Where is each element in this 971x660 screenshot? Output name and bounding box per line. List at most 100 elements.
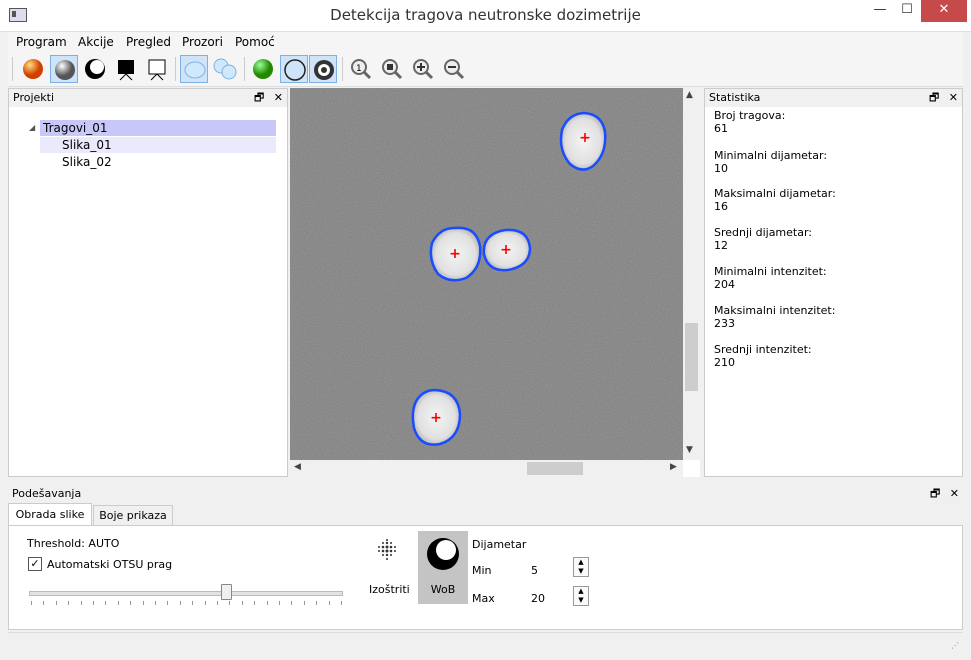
slider-tick (266, 601, 268, 605)
zoom-actual-button[interactable]: 1 (347, 55, 375, 83)
track[interactable]: + (411, 388, 462, 446)
gray-sphere-button[interactable] (50, 55, 78, 83)
orange-sphere-icon (23, 59, 43, 79)
zoom-in-button[interactable] (409, 55, 437, 83)
close-icon[interactable]: ✕ (273, 91, 283, 104)
green-dot-icon (253, 59, 273, 79)
stat-value: 10 (714, 162, 728, 175)
threshold-label: Threshold: AUTO (27, 537, 120, 550)
wob-toggle[interactable]: WoB (418, 531, 468, 604)
tree-item-root[interactable]: Tragovi_01 (40, 120, 276, 136)
slider-ticks (31, 601, 342, 606)
title-bar: Detekcija tragova neutronske dozimetrije… (0, 0, 971, 32)
slider-tick (80, 601, 82, 605)
threshold-slider-thumb[interactable] (220, 584, 232, 600)
single-track-button[interactable] (180, 55, 208, 83)
menu-program[interactable]: Program (16, 35, 67, 49)
track[interactable]: + (482, 228, 532, 272)
app-icon (9, 8, 27, 22)
wob-label: WoB (430, 583, 456, 596)
float-icon[interactable]: 🗗 (253, 91, 265, 104)
settings-panel-header: Podešavanja 🗗 ✕ (8, 485, 963, 503)
resize-grip-icon[interactable]: ⋰ (951, 641, 959, 650)
minimize-button[interactable]: — (873, 2, 887, 17)
board-white-icon (148, 59, 166, 81)
maximize-button[interactable]: ☐ (901, 2, 913, 17)
stat-label: Maksimalni intenzitet: (714, 304, 836, 317)
tab-boje-prikaza[interactable]: Boje prikaza (93, 505, 173, 525)
scroll-left-icon[interactable]: ◀ (294, 462, 301, 472)
close-icon[interactable]: ✕ (948, 91, 958, 104)
settings-tab-content: Threshold: AUTO ✓ Automatski OTSU prag I… (8, 525, 963, 630)
horizontal-scroll-thumb[interactable] (527, 462, 583, 475)
moon-icon (85, 59, 105, 79)
stat-label: Minimalni intenzitet: (714, 265, 827, 278)
gray-sphere-icon (55, 60, 75, 80)
projects-panel: Projekti 🗗 ✕ ◢ Tragovi_01 Slika_01 Slika… (8, 88, 288, 477)
slider-tick (130, 601, 132, 605)
slider-tick (68, 601, 70, 605)
target-icon (314, 60, 334, 80)
white-board-button[interactable] (143, 55, 171, 83)
slider-tick (204, 601, 206, 605)
stat-value: 16 (714, 200, 728, 213)
double-track-button[interactable] (211, 55, 239, 83)
menu-pregled[interactable]: Pregled (126, 35, 172, 49)
close-icon[interactable]: ✕ (949, 487, 959, 500)
slider-tick (31, 601, 32, 605)
sharpen-label: Izoštriti (369, 583, 410, 596)
track[interactable]: + (559, 111, 607, 171)
min-value-field[interactable]: 5 (531, 564, 538, 577)
svg-text:+: + (500, 242, 512, 258)
horizontal-scrollbar[interactable]: ◀ ▶ (290, 460, 683, 477)
statistics-panel-title: Statistika (709, 91, 761, 104)
circle-outline-button[interactable] (280, 55, 308, 83)
scroll-up-icon[interactable]: ▲ (686, 90, 693, 100)
orange-sphere-button[interactable] (19, 55, 47, 83)
otsu-checkbox[interactable]: ✓ (28, 557, 42, 571)
zoom-in-icon (413, 59, 434, 80)
menu-prozori[interactable]: Prozori (182, 35, 223, 49)
menu-pomoc[interactable]: Pomoć (235, 35, 275, 49)
stat-label: Srednji dijametar: (714, 226, 813, 239)
min-spinner[interactable]: ▲ ▼ (573, 557, 589, 577)
statistics-panel: Statistika 🗗 ✕ Broj tragova: 61 Minimaln… (704, 88, 963, 477)
settings-panel-title: Podešavanja (12, 487, 82, 500)
vertical-scrollbar[interactable]: ▲ ▼ (683, 88, 700, 460)
stat-label: Srednji intenzitet: (714, 343, 812, 356)
stat-label: Broj tragova: (714, 109, 786, 122)
float-icon[interactable]: 🗗 (929, 487, 941, 500)
slider-tick (303, 601, 305, 605)
float-icon[interactable]: 🗗 (928, 91, 940, 104)
board-black-icon (118, 60, 134, 81)
slider-tick (291, 601, 293, 605)
svg-text:+: + (430, 410, 442, 426)
close-button[interactable]: ✕ (921, 0, 967, 22)
green-dot-button[interactable] (249, 55, 277, 83)
menu-akcije[interactable]: Akcije (78, 35, 114, 49)
tab-obrada-slike[interactable]: Obrada slike (8, 503, 92, 525)
max-value-field[interactable]: 20 (531, 592, 545, 605)
slider-tick (117, 601, 119, 605)
tree-expand-icon[interactable]: ◢ (29, 123, 36, 132)
threshold-slider-track[interactable] (29, 591, 343, 596)
wob-button[interactable] (81, 55, 109, 83)
zoom-out-button[interactable] (440, 55, 468, 83)
scroll-right-icon[interactable]: ▶ (670, 462, 677, 472)
dosimetry-image[interactable]: + + + + (290, 88, 683, 460)
black-board-button[interactable] (112, 55, 140, 83)
target-button[interactable] (309, 55, 337, 83)
tree-item-child[interactable]: Slika_01 (40, 137, 276, 153)
circle-outline-icon (284, 59, 306, 81)
svg-text:+: + (579, 130, 591, 146)
scroll-down-icon[interactable]: ▼ (686, 445, 693, 455)
zoom-one-icon: 1 (351, 59, 372, 80)
vertical-scroll-thumb[interactable] (685, 323, 698, 391)
zoom-fit-button[interactable] (378, 55, 406, 83)
tree-item-child[interactable]: Slika_02 (62, 155, 112, 169)
track[interactable]: + (429, 226, 482, 282)
slider-tick (142, 601, 144, 605)
sharpen-icon[interactable] (373, 536, 401, 567)
slider-tick (43, 601, 45, 605)
max-spinner[interactable]: ▲ ▼ (573, 586, 589, 606)
